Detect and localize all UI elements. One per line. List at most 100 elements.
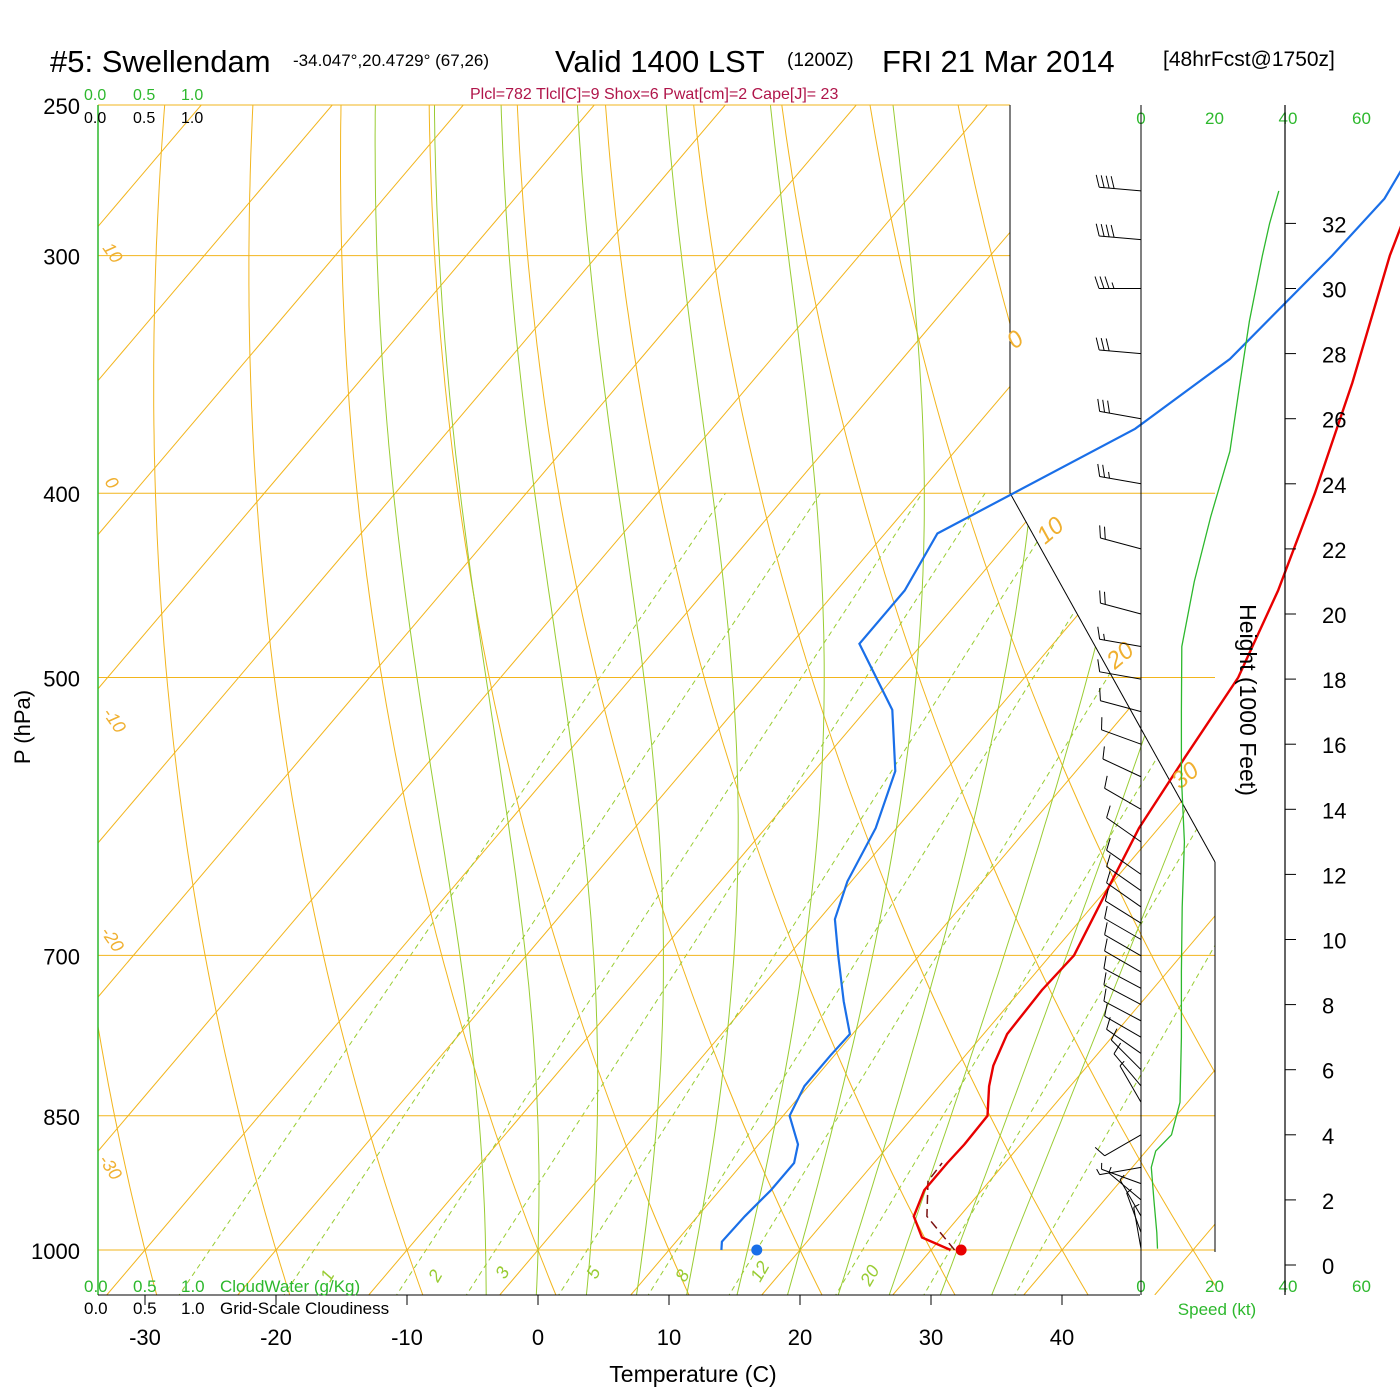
wind-barb xyxy=(1099,590,1142,615)
temperature-tick-label: -20 xyxy=(260,1325,292,1350)
wind-barb-feather xyxy=(1105,224,1110,238)
wind-panel: 0020204040606002468101214161820222426283… xyxy=(1094,105,1371,1296)
wind-barb-half-feather xyxy=(1111,282,1115,289)
isotherm-line xyxy=(106,105,1119,1295)
wind-barb xyxy=(1097,626,1142,648)
wind-barb xyxy=(1103,972,1142,1006)
temperature-tick-label: 0 xyxy=(532,1325,544,1350)
speed-tick-top: 20 xyxy=(1205,109,1224,128)
wind-barb-staff xyxy=(1100,602,1142,615)
wind-barb xyxy=(1106,870,1142,908)
wind-barb xyxy=(1103,956,1142,989)
wind-barb-staff xyxy=(1106,882,1142,908)
dry-adiabat-line xyxy=(428,105,690,1295)
moist-adiabat-label: 12 xyxy=(746,1258,773,1285)
wind-barb-staff xyxy=(1099,671,1142,680)
wind-barb-feather xyxy=(1100,175,1105,188)
isotherm-line xyxy=(98,105,464,1295)
wind-barb-feather xyxy=(1097,659,1101,672)
valid-time: Valid 1400 LST xyxy=(555,44,765,79)
speed-tick-bottom: 40 xyxy=(1279,1277,1298,1296)
moist-adiabat-label: 20 xyxy=(856,1262,884,1290)
wind-barb-staff xyxy=(1101,729,1142,745)
wind-barb xyxy=(1095,223,1142,241)
wind-barb xyxy=(1119,1174,1142,1217)
wind-barb xyxy=(1097,659,1142,680)
mixing-ratio-line xyxy=(394,492,923,1295)
cloudiness-bottom-tick-0: 0.0 xyxy=(84,1299,108,1318)
isotherm-line xyxy=(892,105,1215,1295)
moist-adiabat-label: 8 xyxy=(671,1266,693,1285)
isotherm-label: -30 xyxy=(95,1151,126,1184)
moist-adiabat-line xyxy=(736,105,825,1295)
height-axis-title: Height (1000 Feet) xyxy=(1235,604,1261,796)
wind-barb-staff xyxy=(1104,787,1142,810)
wind-barb xyxy=(1106,805,1142,843)
dewpoint-trace xyxy=(720,170,1400,1251)
pressure-tick-label: 700 xyxy=(43,944,80,969)
dry-adiabat-line xyxy=(781,105,1215,1295)
wind-barb xyxy=(1097,398,1142,420)
surface-temperature-dot xyxy=(955,1244,967,1256)
dry-adiabat-line xyxy=(153,105,291,1295)
mixing-ratio-line xyxy=(833,492,1215,1295)
wind-barb xyxy=(1133,1203,1142,1249)
cloudiness-bottom-tick-1: 0.5 xyxy=(133,1299,157,1318)
mixing-ratio-line xyxy=(726,492,1215,1295)
isotherm-line xyxy=(1023,105,1215,1295)
station-coords: -34.047°,20.4729° (67,26) xyxy=(293,51,489,70)
speed-tick-bottom: 20 xyxy=(1205,1277,1224,1296)
wind-barb-feather xyxy=(1102,746,1105,760)
wind-barb-half-feather xyxy=(1133,1203,1140,1208)
wind-barb-staff xyxy=(1099,235,1142,241)
isotherm-line xyxy=(499,105,1215,1295)
wind-barb-feather xyxy=(1106,870,1111,884)
wind-barb-half-feather xyxy=(1108,471,1110,479)
plot-slanted-edge xyxy=(1009,492,1216,863)
mixing-ratio-line xyxy=(921,492,1215,1295)
height-tick-label: 26 xyxy=(1322,408,1346,433)
wind-barb-feather xyxy=(1106,854,1111,867)
mixing-ratio-label: 5 xyxy=(582,1262,605,1282)
speed-tick-bottom: 60 xyxy=(1352,1277,1371,1296)
temperature-tick-label: 20 xyxy=(788,1325,812,1350)
wind-barb xyxy=(1104,938,1142,973)
wind-barb xyxy=(1113,1042,1142,1087)
wind-barb-feather xyxy=(1104,775,1108,789)
speed-tick-top: 60 xyxy=(1352,109,1371,128)
pressure-tick-label: 300 xyxy=(43,245,80,270)
temperature-tick-label: 40 xyxy=(1050,1325,1074,1350)
wind-barb-staff xyxy=(1104,918,1142,940)
wind-barb-staff xyxy=(1102,758,1142,778)
wind-barb-staff xyxy=(1099,476,1142,485)
wind-barb-staff xyxy=(1104,1015,1142,1038)
wind-barb xyxy=(1104,922,1142,957)
wind-barb-feather xyxy=(1099,688,1101,701)
mixing-ratio-line xyxy=(281,492,821,1295)
pressure-tick-label: 250 xyxy=(43,94,80,119)
stability-indices: Plcl=782 Tlcl[C]=9 Shox=6 Pwat[cm]=2 Cap… xyxy=(470,86,838,103)
height-tick-label: 30 xyxy=(1322,278,1346,303)
cloud-bottom-tick-1: 0.5 xyxy=(133,1277,157,1296)
height-tick-label: 18 xyxy=(1322,668,1346,693)
temperature-tick-label: -10 xyxy=(391,1325,423,1350)
isotherm-line xyxy=(761,105,1215,1295)
wind-barb xyxy=(1106,838,1142,875)
cloud-bottom-tick-0: 0.0 xyxy=(84,1277,108,1296)
wind-barb xyxy=(1104,775,1142,810)
height-tick-label: 20 xyxy=(1322,603,1346,628)
cloudiness-top-tick-2: 1.0 xyxy=(181,110,203,127)
wind-barb-feather xyxy=(1104,526,1106,540)
wind-barb-staff xyxy=(1106,817,1142,843)
pressure-tick-label: 1000 xyxy=(31,1239,80,1264)
wind-barb-staff xyxy=(1105,900,1142,924)
forecast-run: [48hrFcst@1750z] xyxy=(1163,48,1335,71)
wind-barb-staff xyxy=(1099,410,1142,420)
cloudiness-label: Grid-Scale Cloudiness xyxy=(220,1299,389,1318)
wind-barb xyxy=(1096,1166,1142,1176)
mixing-ratio-line xyxy=(176,492,726,1295)
moist-adiabat-line xyxy=(500,105,599,1295)
sounding-profiles xyxy=(720,170,1400,1256)
station-title: #5: Swellendam xyxy=(50,44,271,79)
isotherm-label: 0 xyxy=(101,473,123,493)
